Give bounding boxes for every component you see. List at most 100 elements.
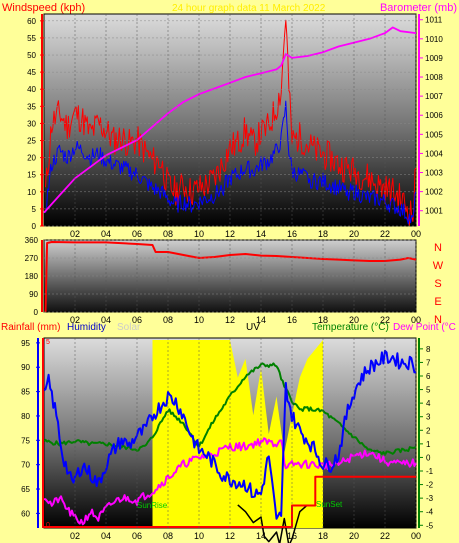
barometer-tick-label: 1001 (425, 207, 443, 216)
x-tick-label: 22 (380, 531, 390, 541)
x-tick-label: 12 (225, 531, 235, 541)
barometer-tick-label: 1010 (425, 35, 443, 44)
windspeed-tick-label: 45 (27, 68, 36, 77)
uv-label: UV (246, 322, 260, 333)
windspeed-axis-title: Windspeed (kph) (2, 2, 85, 14)
temperature-tick-label: 7 (426, 358, 431, 367)
temperature-tick-label: 8 (426, 345, 431, 354)
temperature-tick-label: 4 (426, 399, 431, 408)
humidity-tick-label: 60 (21, 509, 30, 518)
temperature-tick-label: -1 (426, 467, 434, 476)
chart-subtitle: 24 hour graph data 11 March 2022 (172, 3, 326, 14)
x-tick-label: 20 (349, 531, 359, 541)
temperature-tick-label: 0 (426, 453, 431, 462)
barometer-tick-label: 1008 (425, 73, 443, 82)
x-tick-label: 06 (132, 229, 142, 239)
x-tick-label: 04 (101, 531, 111, 541)
temperature-tick-label: 1 (426, 440, 431, 449)
x-tick-label: 22 (380, 229, 390, 239)
solar-area (152, 340, 323, 528)
x-tick-label: 18 (318, 531, 328, 541)
rainfall-label: Rainfall (mm) (1, 322, 60, 333)
x-tick-label: 16 (287, 315, 297, 325)
x-tick-label: 12 (225, 229, 235, 239)
x-tick-label: 20 (349, 229, 359, 239)
x-tick-label: 20 (349, 315, 359, 325)
x-tick-label: 08 (163, 315, 173, 325)
temperature-tick-label: -5 (426, 521, 434, 530)
x-tick-label: 10 (194, 531, 204, 541)
humidity-label: Humidity (67, 322, 106, 333)
windspeed-tick-label: 35 (27, 102, 36, 111)
x-tick-label: 00 (411, 315, 421, 325)
x-tick-label: 16 (287, 531, 297, 541)
x-tick-label: 08 (163, 531, 173, 541)
axes-layer: 02 04 06 08 10 12 14 16 18 20 22 000510152025303540… (21, 14, 443, 541)
x-tick-label: 06 (132, 315, 142, 325)
x-tick-label: 06 (132, 531, 142, 541)
x-tick-label: 02 (70, 531, 80, 541)
x-tick-label: 16 (287, 229, 297, 239)
temperature-tick-label: 2 (426, 426, 431, 435)
compass-n-top: N (434, 242, 442, 254)
dewpoint-label: Dew Point (°C (393, 322, 456, 333)
barometer-line (43, 26, 417, 214)
windspeed-tick-label: 60 (27, 17, 36, 26)
x-tick-label: 04 (101, 315, 111, 325)
x-tick-label: 22 (380, 315, 390, 325)
direction-tick-label: 270 (25, 254, 39, 263)
humidity-tick-label: 95 (21, 339, 30, 348)
x-tick-label: 02 (70, 315, 80, 325)
barometer-axis-title: Barometer (mb) (380, 2, 457, 14)
windspeed-tick-label: 20 (27, 154, 36, 163)
x-tick-label: 04 (101, 229, 111, 239)
barometer-tick-label: 1004 (425, 149, 443, 158)
rainfall-line (44, 475, 416, 528)
humidity-tick-label: 80 (21, 412, 30, 421)
humidity-tick-label: 90 (21, 363, 30, 372)
direction-tick-label: 90 (29, 290, 38, 299)
x-tick-label: 08 (163, 229, 173, 239)
x-tick-label: 02 (70, 229, 80, 239)
windspeed-tick-label: 0 (32, 222, 37, 231)
windspeed-tick-label: 30 (27, 119, 36, 128)
barometer-tick-label: 1003 (425, 169, 443, 178)
barometer-tick-label: 1005 (425, 130, 443, 139)
x-tick-label: 14 (256, 315, 266, 325)
humidity-tick-label: 65 (21, 485, 30, 494)
direction-tick-label: 0 (34, 308, 39, 317)
sunrise-label: SunRise (137, 501, 168, 510)
windspeed-tick-label: 5 (32, 205, 37, 214)
windspeed-tick-label: 40 (27, 85, 36, 94)
temperature-tick-label: -3 (426, 494, 434, 503)
x-tick-label: 10 (194, 229, 204, 239)
temperature-tick-label: -4 (426, 508, 434, 517)
x-tick-label: 18 (318, 229, 328, 239)
barometer-tick-label: 1002 (425, 188, 443, 197)
x-tick-label: 12 (225, 315, 235, 325)
barometer-tick-label: 1006 (425, 111, 443, 120)
temperature-tick-label: -2 (426, 481, 434, 490)
humidity-tick-label: 70 (21, 461, 30, 470)
direction-tick-label: 180 (25, 272, 39, 281)
uv-line (237, 504, 308, 543)
humidity-tick-label: 75 (21, 436, 30, 445)
sunset-label: SunSet (316, 500, 343, 509)
windspeed-tick-label: 50 (27, 51, 36, 60)
humidity-tick-label: 85 (21, 388, 30, 397)
barometer-tick-label: 1009 (425, 54, 443, 63)
x-tick-label: 10 (194, 315, 204, 325)
x-tick-label: 14 (256, 531, 266, 541)
temperature-tick-label: 3 (426, 413, 431, 422)
rainfall-tick-label: 0 (46, 522, 50, 529)
solar-label: Solar (117, 322, 141, 333)
windspeed-tick-label: 55 (27, 34, 36, 43)
x-tick-label: 00 (411, 531, 421, 541)
compass-s: S (434, 278, 441, 290)
x-tick-label: 14 (256, 229, 266, 239)
temperature-tick-label: 6 (426, 372, 431, 381)
windspeed-tick-label: 15 (27, 171, 36, 180)
barometer-tick-label: 1007 (425, 92, 443, 101)
